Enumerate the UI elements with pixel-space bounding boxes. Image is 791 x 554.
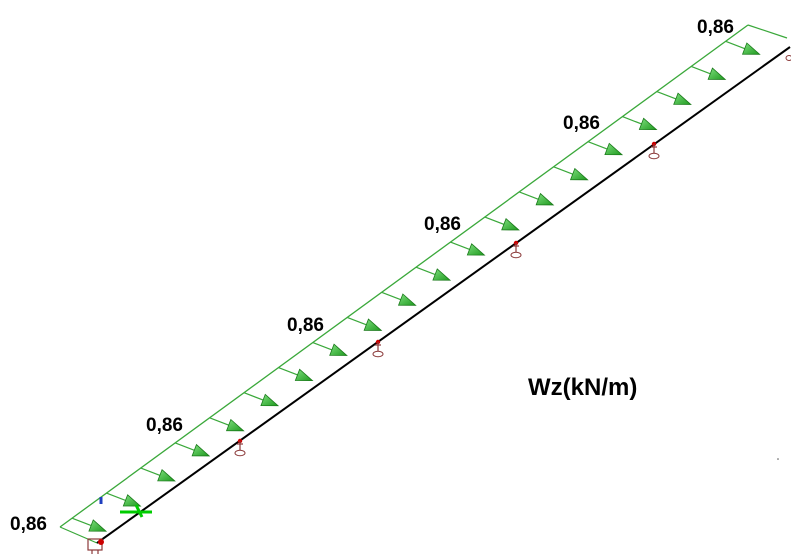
pinned-support-icon <box>785 55 791 61</box>
pinned-support-icon <box>510 240 522 259</box>
load-arrow <box>725 40 761 55</box>
load-arrow <box>519 191 555 206</box>
load-arrow <box>553 166 589 181</box>
load-arrow <box>450 241 486 256</box>
diagram-caption: Wz(kN/m) <box>528 374 637 401</box>
load-arrow <box>175 442 211 457</box>
load-arrow <box>71 517 108 532</box>
load-arrow <box>691 65 727 80</box>
load-value-label-6: 0,86 <box>697 17 734 38</box>
load-arrow <box>587 141 624 156</box>
load-value-label-2: 0,86 <box>146 415 183 436</box>
load-outline-start-tick <box>59 526 98 544</box>
load-arrow <box>106 492 142 507</box>
load-arrow <box>209 417 245 432</box>
load-arrow <box>140 467 176 482</box>
pinned-support-icon <box>648 141 660 160</box>
load-arrow <box>347 316 383 331</box>
pinned-support-icon <box>87 538 104 554</box>
load-arrow <box>381 291 417 306</box>
load-value-label-1: 0,86 <box>10 514 47 535</box>
beam-member <box>96 46 791 544</box>
pinned-support-icon <box>372 339 384 358</box>
load-arrow <box>312 341 348 356</box>
load-value-label-5: 0,86 <box>563 113 600 134</box>
load-arrow <box>622 116 658 131</box>
pinned-support-icon <box>234 438 246 457</box>
load-arrow <box>415 266 452 281</box>
load-arrow <box>243 392 280 407</box>
load-arrow <box>278 367 314 382</box>
load-value-label-3: 0,86 <box>287 315 324 336</box>
load-outline-line <box>59 24 749 528</box>
stray-dot <box>777 458 779 460</box>
load-arrow <box>484 216 520 231</box>
load-arrows <box>71 40 761 532</box>
load-value-label-4: 0,86 <box>424 214 461 235</box>
load-outline-end-tick <box>747 24 788 39</box>
load-arrow <box>656 90 692 105</box>
supports <box>234 55 791 457</box>
local-axis-icon <box>99 497 152 518</box>
